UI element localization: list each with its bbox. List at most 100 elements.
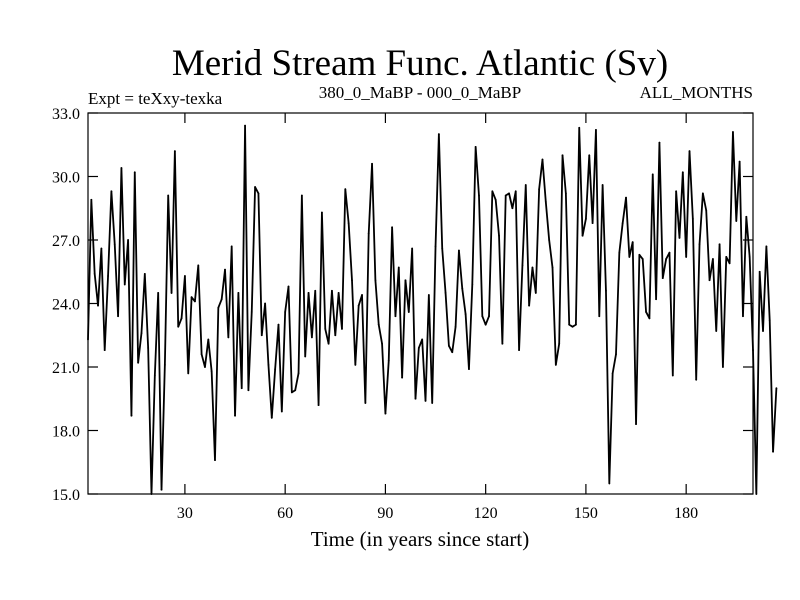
data-point: [277, 323, 280, 326]
data-point: [300, 194, 303, 197]
data-point: [371, 162, 373, 165]
data-point: [421, 338, 424, 341]
data-point: [615, 353, 617, 356]
data-point: [561, 154, 564, 157]
data-point: [675, 190, 678, 193]
data-point: [608, 482, 611, 485]
data-point: [464, 313, 467, 315]
data-point: [304, 355, 307, 358]
data-point: [461, 287, 464, 290]
data-point: [678, 236, 681, 239]
data-point: [688, 150, 691, 153]
data-point: [444, 292, 447, 294]
data-point: [270, 416, 273, 419]
data-point: [197, 264, 200, 267]
data-point: [564, 192, 567, 195]
data-point: [427, 294, 430, 296]
data-point: [90, 198, 93, 201]
data-point: [491, 190, 494, 193]
data-point: [170, 292, 173, 294]
data-point: [310, 336, 313, 339]
data-point: [397, 266, 400, 269]
data-point: [494, 198, 497, 201]
data-point: [260, 334, 263, 337]
y-tick-label: 18.0: [52, 424, 80, 441]
data-point: [417, 347, 420, 349]
data-point: [571, 325, 574, 328]
data-point: [237, 292, 240, 294]
data-point: [227, 336, 230, 339]
data-point: [401, 376, 404, 379]
data-point: [230, 245, 233, 248]
data-point: [695, 378, 698, 381]
y-axis: 15.0 18.0 21.0 24.0 27.0 30.0 33.0: [52, 106, 753, 504]
data-point: [321, 211, 323, 214]
data-point: [722, 366, 724, 368]
data-point: [381, 342, 383, 345]
data-point: [585, 217, 587, 220]
data-point: [180, 317, 183, 320]
data-point: [140, 332, 143, 335]
data-point: [488, 315, 490, 318]
data-point: [748, 256, 751, 258]
data-point: [357, 304, 360, 307]
data-point: [715, 330, 718, 332]
data-point: [424, 399, 427, 402]
data-point: [471, 283, 474, 286]
subtitle-period: 380_0_MaBP - 000_0_MaBP: [319, 83, 521, 102]
data-point: [705, 209, 708, 212]
data-point: [431, 402, 434, 404]
data-point: [387, 359, 390, 362]
data-point: [267, 363, 270, 366]
data-point: [434, 245, 437, 248]
data-point: [411, 247, 414, 250]
data-point: [554, 363, 557, 366]
data-point: [324, 328, 327, 330]
data-point: [468, 368, 470, 371]
data-point: [768, 319, 771, 322]
data-point: [120, 167, 123, 169]
data-point: [481, 315, 484, 318]
data-point: [234, 414, 236, 417]
data-point: [645, 311, 647, 313]
x-tick-label: 60: [277, 505, 293, 522]
data-point: [341, 328, 343, 330]
data-point: [123, 283, 126, 286]
y-tick-label: 30.0: [52, 170, 80, 187]
data-point: [240, 387, 243, 390]
data-point: [655, 298, 657, 301]
data-point: [701, 192, 704, 195]
data-point: [501, 342, 504, 345]
data-point: [280, 410, 283, 413]
data-point: [474, 145, 477, 148]
data-point: [681, 171, 684, 174]
data-point: [137, 361, 140, 364]
x-tick-label: 180: [674, 505, 698, 522]
data-point: [204, 366, 206, 368]
data-point: [671, 374, 674, 377]
data-point: [153, 374, 156, 377]
x-tick-label: 90: [377, 505, 393, 522]
data-point: [508, 192, 510, 195]
data-point: [384, 412, 387, 415]
data-point: [514, 190, 517, 193]
data-point: [200, 353, 203, 356]
data-point: [531, 266, 534, 269]
subtitle-months: ALL_MONTHS: [640, 83, 753, 102]
data-point: [758, 270, 761, 273]
data-point: [521, 264, 524, 267]
y-tick-label: 33.0: [52, 106, 80, 123]
data-point: [558, 342, 561, 345]
data-point: [595, 129, 597, 131]
data-point: [574, 323, 577, 326]
data-point: [377, 323, 380, 326]
data-point: [361, 294, 363, 296]
data-point: [504, 194, 507, 197]
x-tick-label: 150: [574, 505, 598, 522]
data-point: [605, 289, 607, 292]
data-point: [254, 186, 256, 188]
data-point: [658, 141, 661, 144]
data-point: [668, 251, 671, 254]
data-point: [628, 256, 631, 258]
